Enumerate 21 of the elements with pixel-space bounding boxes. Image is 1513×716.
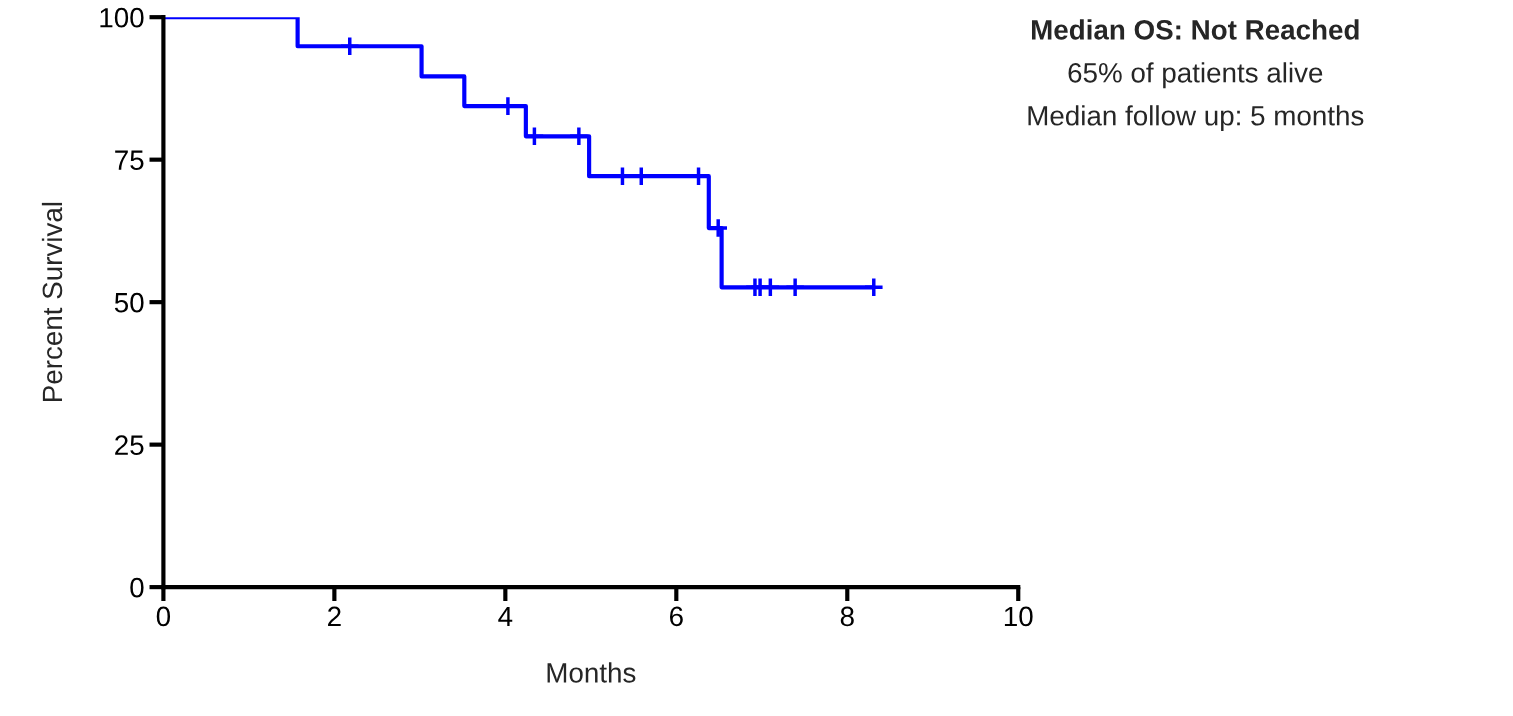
x-tick-label: 8 (840, 606, 854, 627)
x-tick-label: 10 (1004, 606, 1033, 627)
point (568, 125, 590, 147)
x-tick-label: 2 (328, 606, 341, 626)
text: Median follow up: 5 months (1028, 105, 1364, 132)
point (863, 276, 885, 298)
y-tick-label: 100 (100, 7, 144, 28)
x-tick-label: 4 (498, 606, 513, 626)
point (784, 276, 806, 298)
point (759, 276, 781, 298)
x-axis-title: Months (547, 662, 636, 683)
x-tick-label: 6 (670, 606, 683, 627)
x-tick-label: 0 (156, 606, 171, 627)
y-tick-label: 25 (115, 435, 144, 455)
y-axis-title: Percent Survival (41, 202, 63, 401)
y-tick-label: 0 (130, 577, 144, 598)
text: Median OS: Not Reached (1031, 19, 1359, 40)
point (339, 35, 361, 57)
text: 65% of patients alive (1068, 62, 1323, 89)
y-tick-label: 75 (115, 150, 144, 171)
y-tick-label: 50 (114, 292, 144, 313)
